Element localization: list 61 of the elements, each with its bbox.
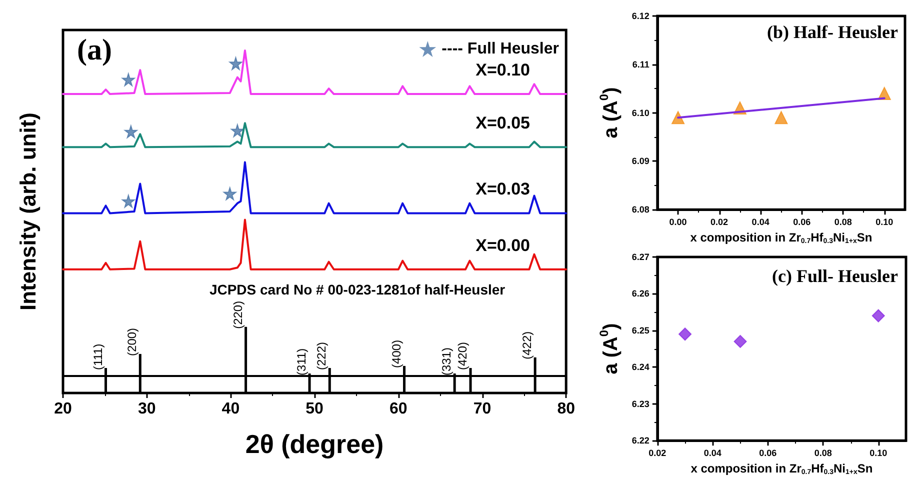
text: (c) Full- Heusler bbox=[772, 266, 898, 286]
y-axis-title: a (A0) bbox=[597, 87, 622, 138]
x-tick-label: 80 bbox=[557, 400, 576, 418]
legend-label: ---- Full Heusler bbox=[442, 40, 560, 58]
y-tick-label: 6.25 bbox=[632, 325, 650, 336]
point bbox=[678, 328, 692, 341]
point bbox=[229, 57, 242, 70]
point bbox=[122, 73, 135, 86]
x-tick-label: 0.04 bbox=[752, 217, 770, 228]
x-tick-label: 70 bbox=[473, 400, 492, 418]
chart-title: (a) bbox=[77, 34, 112, 66]
x-tick-label: 0.02 bbox=[648, 448, 666, 458]
series-label: X=0.00 bbox=[476, 236, 530, 255]
point bbox=[774, 111, 788, 124]
x-tick-label: 50 bbox=[306, 400, 324, 418]
y-tick-label: 6.11 bbox=[632, 59, 650, 70]
x-tick-label: 0.02 bbox=[710, 217, 728, 228]
y-tick-label: 6.10 bbox=[632, 108, 650, 118]
chart-title: (b) Half- Heusler bbox=[767, 22, 898, 42]
y-tick-label: 6.23 bbox=[632, 398, 650, 409]
point bbox=[734, 334, 747, 348]
x-tick-label: 0.08 bbox=[834, 217, 852, 228]
annotation: (220) bbox=[230, 300, 245, 329]
x-tick-label: 30 bbox=[138, 400, 156, 418]
y-tick-label: 6.09 bbox=[632, 156, 650, 166]
annotation: (311) bbox=[294, 348, 309, 376]
point bbox=[124, 125, 138, 138]
point bbox=[122, 194, 135, 208]
x-tick-label: 20 bbox=[54, 400, 72, 418]
series-label: X=0.10 bbox=[476, 60, 530, 80]
annotation: (222) bbox=[314, 342, 329, 370]
point bbox=[872, 309, 885, 322]
series-label: X=0.03 bbox=[476, 180, 530, 199]
annotation: (422) bbox=[520, 331, 534, 360]
y-tick-label: 6.27 bbox=[632, 252, 650, 262]
x-tick-label: 0.04 bbox=[704, 448, 722, 458]
y-tick-label: 6.12 bbox=[632, 11, 650, 21]
y-tick-label: 6.08 bbox=[632, 204, 650, 215]
series-label: X=0.05 bbox=[476, 114, 530, 133]
y-axis-title: Intensity (arb. unit) bbox=[16, 112, 40, 310]
x-tick-label: 0.06 bbox=[793, 217, 811, 228]
annotation: (200) bbox=[125, 328, 140, 356]
x-tick-label: 60 bbox=[390, 400, 408, 418]
x-tick-label: 0.10 bbox=[870, 448, 888, 458]
y-tick-label: 6.22 bbox=[632, 436, 650, 446]
annotation: (111) bbox=[90, 344, 105, 370]
annotation: JCPDS card No # 00-023-1281of half-Heusler bbox=[209, 282, 506, 298]
y-tick-label: 6.26 bbox=[632, 288, 650, 299]
y-axis-title: a (A0) bbox=[597, 323, 622, 374]
y-tick-label: 6.24 bbox=[632, 362, 650, 372]
annotation: (331) bbox=[440, 347, 454, 376]
point bbox=[223, 187, 236, 200]
point bbox=[230, 124, 244, 138]
x-tick-label: 0.06 bbox=[759, 448, 777, 458]
x-tick-label: 0.10 bbox=[876, 217, 894, 228]
annotation: (400) bbox=[389, 340, 404, 368]
x-tick-label: 0.00 bbox=[669, 217, 687, 228]
x-axis-title: 2θ (degree) bbox=[245, 429, 384, 459]
annotation: (420) bbox=[456, 342, 470, 370]
x-tick-label: 40 bbox=[222, 400, 240, 418]
x-tick-label: 0.08 bbox=[814, 448, 832, 458]
